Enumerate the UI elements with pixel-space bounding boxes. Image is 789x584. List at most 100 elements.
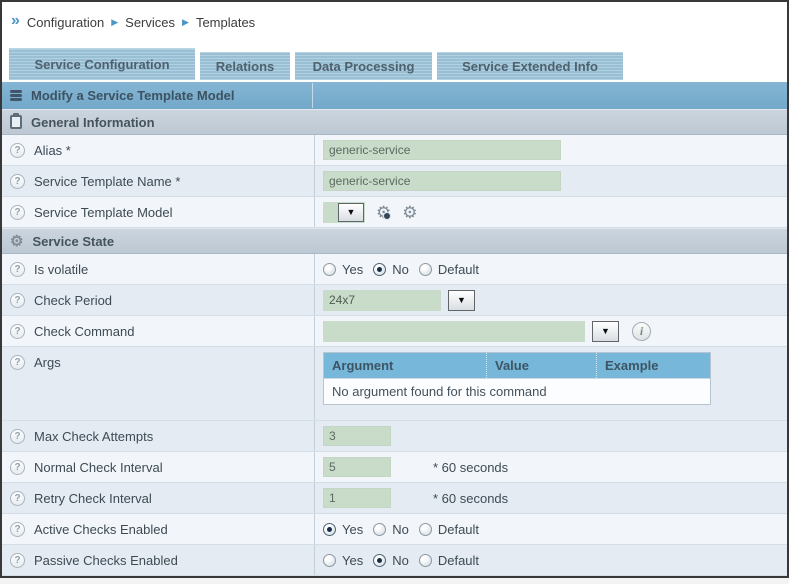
section-title: Service State: [32, 233, 115, 249]
active-checks-yes-radio[interactable]: [323, 522, 336, 536]
check-period-select[interactable]: 24x7: [323, 289, 441, 311]
max-check-attempts-label: Max Check Attempts: [34, 428, 154, 444]
tab-service-extended-info[interactable]: Service Extended Info: [437, 52, 623, 80]
help-icon[interactable]: ?: [10, 173, 25, 189]
help-icon[interactable]: ?: [10, 490, 25, 506]
interval-unit-text: * 60 seconds: [433, 490, 509, 506]
label-cell: ? Max Check Attempts: [2, 421, 315, 451]
interval-unit-text: * 60 seconds: [433, 459, 509, 475]
page-header: Modify a Service Template Model: [2, 82, 787, 109]
field-cell: [315, 135, 787, 165]
command-info-icon[interactable]: i: [632, 321, 651, 341]
passive-checks-no-radio[interactable]: [373, 553, 387, 567]
section-general-information: General Information: [2, 109, 787, 135]
field-cell: * 60 seconds: [315, 483, 787, 513]
alias-label: Alias *: [34, 142, 71, 158]
is-volatile-no-label: No: [392, 261, 409, 277]
active-checks-yes-label: Yes: [342, 521, 364, 537]
max-check-attempts-input[interactable]: [323, 426, 391, 446]
chevron-down-icon: ▼: [601, 325, 610, 336]
field-cell: Yes No Default: [315, 254, 787, 284]
help-icon[interactable]: ?: [10, 552, 25, 568]
args-column-argument: Argument: [332, 358, 394, 373]
active-checks-no-radio[interactable]: [373, 522, 387, 536]
tab-relations[interactable]: Relations: [200, 52, 290, 80]
field-cell: Argument Value Example No argument found…: [315, 347, 787, 420]
help-icon[interactable]: ?: [10, 323, 25, 339]
label-cell: ? Args: [2, 347, 315, 420]
clipboard-icon: [10, 113, 22, 129]
help-icon[interactable]: ?: [10, 521, 25, 537]
passive-checks-enabled-label: Passive Checks Enabled: [34, 552, 178, 568]
service-template-model-select[interactable]: ▼: [323, 201, 365, 223]
help-icon[interactable]: ?: [10, 292, 25, 308]
breadcrumb-configuration[interactable]: Configuration: [26, 14, 105, 30]
check-command-label: Check Command: [34, 323, 135, 339]
service-template-model-label: Service Template Model: [34, 204, 173, 220]
check-period-dropdown-button[interactable]: ▼: [448, 289, 475, 311]
label-cell: ? Active Checks Enabled: [2, 514, 315, 544]
args-column-example: Example: [596, 353, 710, 378]
breadcrumb-services[interactable]: Services: [125, 14, 176, 30]
page-title: Modify a Service Template Model: [31, 88, 235, 103]
passive-checks-default-label: Default: [437, 552, 480, 568]
form-row-check-period: ? Check Period 24x7 ▼: [2, 285, 787, 316]
help-icon[interactable]: ?: [10, 142, 25, 158]
normal-check-interval-input[interactable]: [323, 457, 391, 477]
tab-data-processing[interactable]: Data Processing: [295, 52, 432, 80]
help-icon[interactable]: ?: [10, 204, 25, 220]
active-checks-default-radio[interactable]: [418, 522, 432, 536]
template-info-gear-icon[interactable]: ⚙: [376, 204, 392, 221]
passive-checks-yes-radio[interactable]: [323, 553, 336, 567]
form-row-service-template-name: ? Service Template Name *: [2, 166, 787, 197]
service-template-name-label: Service Template Name *: [34, 173, 181, 189]
chevron-down-icon: ▼: [346, 206, 356, 217]
breadcrumb-templates[interactable]: Templates: [195, 14, 256, 30]
active-checks-enabled-label: Active Checks Enabled: [34, 521, 168, 537]
alias-input[interactable]: [323, 140, 561, 160]
is-volatile-default-radio[interactable]: [418, 262, 432, 276]
info-badge-icon: [383, 211, 392, 220]
is-volatile-default-label: Default: [437, 261, 480, 277]
form-row-check-command: ? Check Command ▼ i: [2, 316, 787, 347]
field-cell: Yes No Default: [315, 545, 787, 575]
form-row-args: ? Args Argument Value Example No argumen…: [2, 347, 787, 421]
is-volatile-yes-radio[interactable]: [323, 262, 336, 276]
header-divider: [312, 83, 313, 108]
label-cell: ? Service Template Name *: [2, 166, 315, 196]
field-cell: [315, 166, 787, 196]
tab-service-configuration[interactable]: Service Configuration: [9, 48, 195, 80]
label-cell: ? Alias *: [2, 135, 315, 165]
check-command-select[interactable]: [323, 320, 585, 342]
chevron-down-icon: ▼: [457, 294, 466, 305]
normal-check-interval-label: Normal Check Interval: [34, 459, 163, 475]
field-cell: ▼ i: [315, 316, 787, 346]
check-period-label: Check Period: [34, 292, 113, 308]
help-icon[interactable]: ?: [10, 261, 25, 277]
args-empty-message: No argument found for this command: [324, 378, 710, 404]
form-row-normal-check-interval: ? Normal Check Interval * 60 seconds: [2, 452, 787, 483]
passive-checks-default-radio[interactable]: [418, 553, 432, 567]
help-icon[interactable]: ?: [10, 355, 25, 370]
breadcrumb-arrow-icon: ▶: [111, 16, 119, 27]
is-volatile-no-radio[interactable]: [373, 262, 387, 276]
gear-icon: ⚙: [10, 232, 24, 250]
service-template-name-input[interactable]: [323, 171, 561, 191]
args-table: Argument Value Example No argument found…: [323, 352, 711, 405]
label-cell: ? Is volatile: [2, 254, 315, 284]
check-command-dropdown-button[interactable]: ▼: [592, 320, 619, 342]
help-icon[interactable]: ?: [10, 459, 25, 475]
gear-icon: ⚙: [402, 202, 418, 222]
is-volatile-label: Is volatile: [34, 261, 89, 277]
form-row-is-volatile: ? Is volatile Yes No Default: [2, 254, 787, 285]
retry-check-interval-input[interactable]: [323, 488, 391, 508]
template-settings-gear-icon[interactable]: ⚙: [402, 204, 417, 221]
passive-checks-yes-label: Yes: [342, 552, 364, 568]
help-icon[interactable]: ?: [10, 428, 25, 444]
args-label: Args: [34, 355, 61, 370]
template-database-icon: [10, 90, 22, 101]
section-service-state: ⚙ Service State: [2, 228, 787, 254]
service-template-model-dropdown-button[interactable]: ▼: [338, 202, 364, 222]
label-cell: ? Passive Checks Enabled: [2, 545, 315, 575]
